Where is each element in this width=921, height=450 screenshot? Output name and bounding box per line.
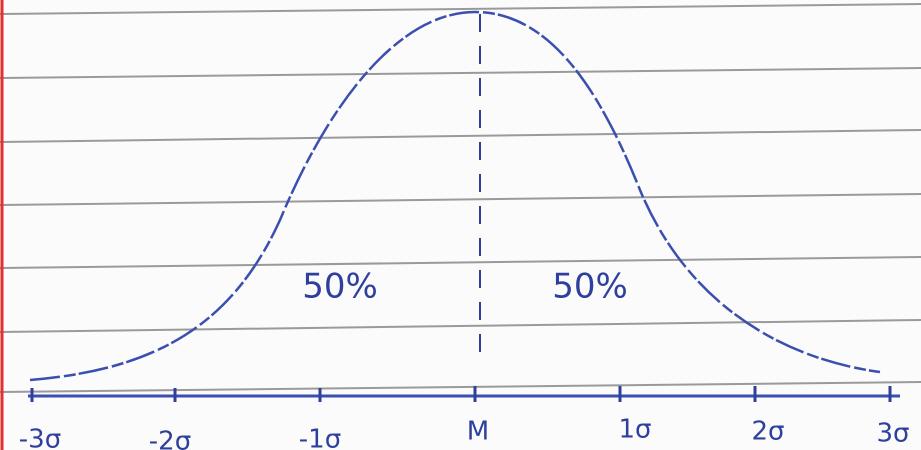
axis-label: -1σ bbox=[299, 425, 341, 450]
axis-label: -3σ bbox=[19, 425, 61, 450]
axis-label: 2σ bbox=[751, 417, 784, 447]
axis-label: 3σ bbox=[876, 419, 909, 449]
axis-label: M bbox=[467, 417, 489, 447]
region-label: 50% bbox=[552, 267, 628, 307]
notebook-drawing: 50% 50% -3σ -2σ -1σ M 1σ 2σ 3σ bbox=[0, 0, 921, 450]
region-label: 50% bbox=[302, 267, 378, 307]
axis-label: 1σ bbox=[618, 415, 651, 445]
axis-label: -2σ bbox=[149, 427, 191, 450]
page: {"axis_labels": ["-3σ", "-2σ", "-1σ", "M… bbox=[0, 0, 921, 450]
